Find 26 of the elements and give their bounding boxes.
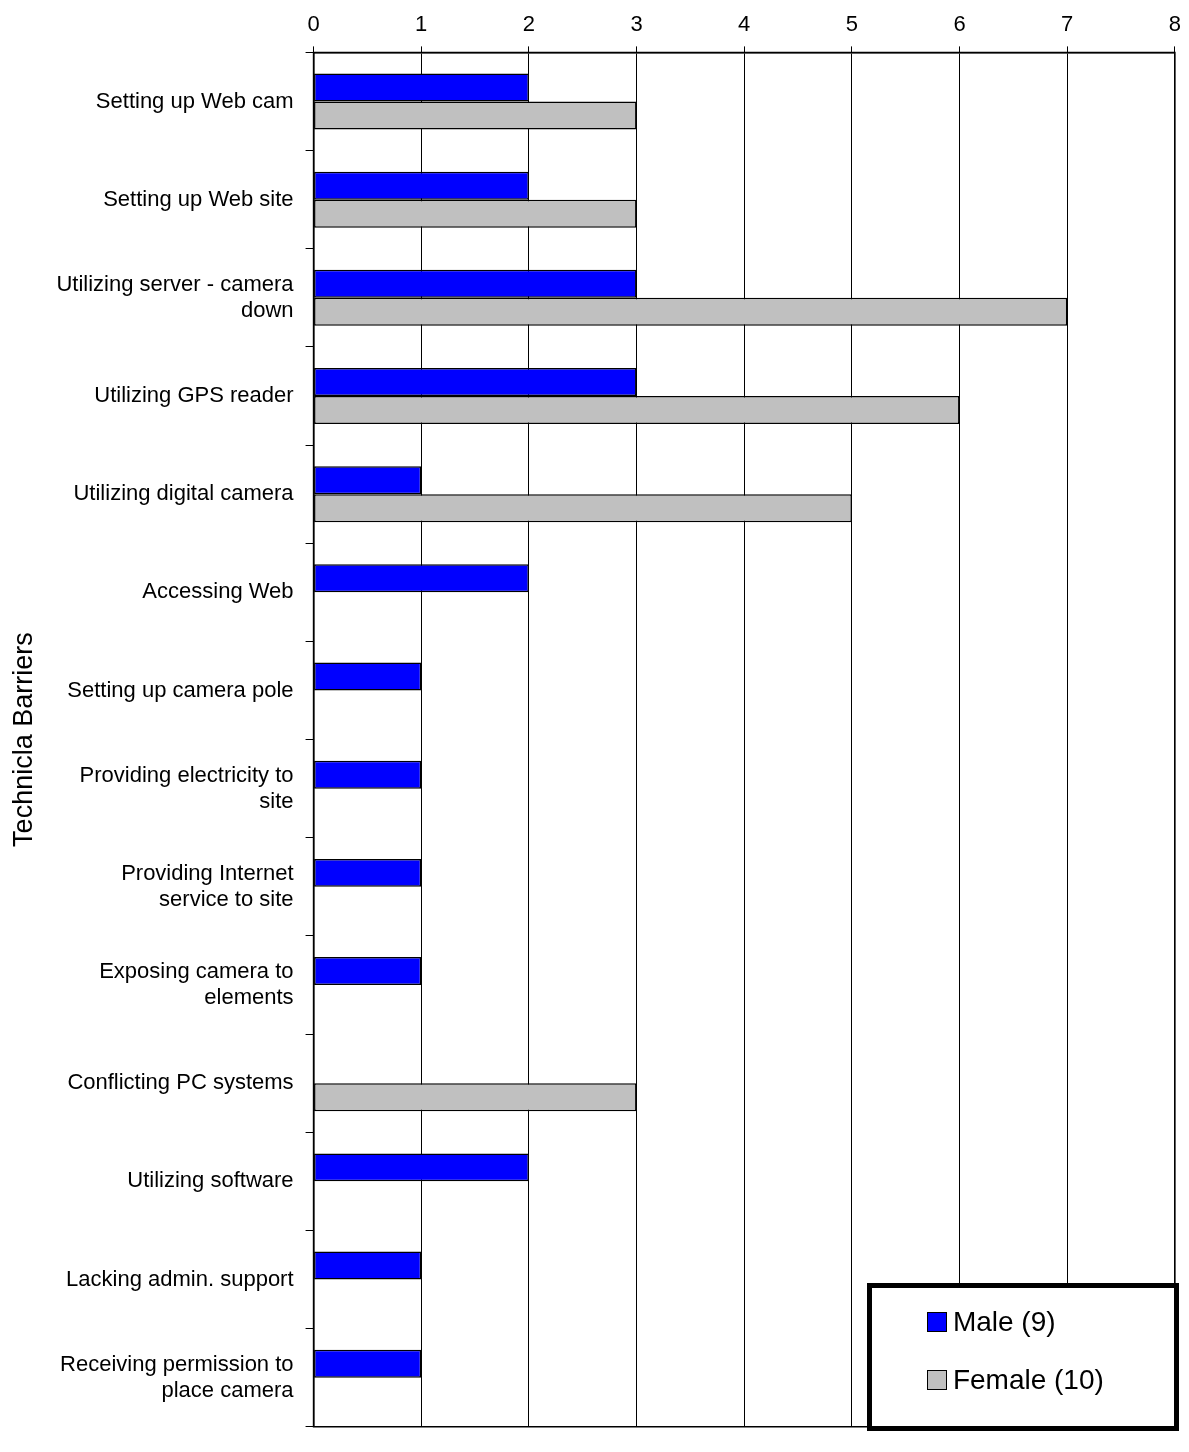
y-tick-label: Setting up Web site <box>103 185 294 211</box>
y-axis-title: Technicla Barriers <box>7 632 38 847</box>
y-tick-label: Conflicting PC systems <box>67 1069 294 1095</box>
y-tick-label: Setting up camera pole <box>67 676 294 702</box>
y-tick-label: Providing Internet service to site <box>121 859 294 912</box>
y-tick-label: Providing electricity to site <box>79 761 294 813</box>
legend-label: Male (9) <box>952 1305 1056 1338</box>
x-tick-label: 7 <box>1061 11 1074 37</box>
y-tick-label: Lacking admin. support <box>66 1265 294 1291</box>
x-tick-label: 5 <box>845 11 859 37</box>
y-tick-label: Receiving permission to place camera <box>60 1350 295 1402</box>
x-tick-label: 0 <box>307 11 320 37</box>
x-tick-label: 3 <box>630 11 643 37</box>
y-tick-label: Utilizing GPS reader <box>94 382 294 408</box>
y-tick-label: Accessing Web <box>142 578 294 604</box>
y-tick-label: Exposing camera to elements <box>99 957 294 1010</box>
y-tick-label: Utilizing digital camera <box>73 480 295 506</box>
y-tick-label: Utilizing software <box>127 1167 294 1193</box>
x-tick-label: 6 <box>953 11 966 37</box>
x-tick-label: 2 <box>522 11 536 37</box>
x-tick-label: 8 <box>1168 11 1182 37</box>
y-tick-label: Utilizing server - camera down <box>56 270 295 323</box>
legend-label: Female (10) <box>952 1363 1104 1396</box>
x-tick-label: 1 <box>415 11 428 37</box>
y-tick-label: Setting up Web cam <box>95 87 294 113</box>
x-tick-label: 4 <box>738 11 751 37</box>
